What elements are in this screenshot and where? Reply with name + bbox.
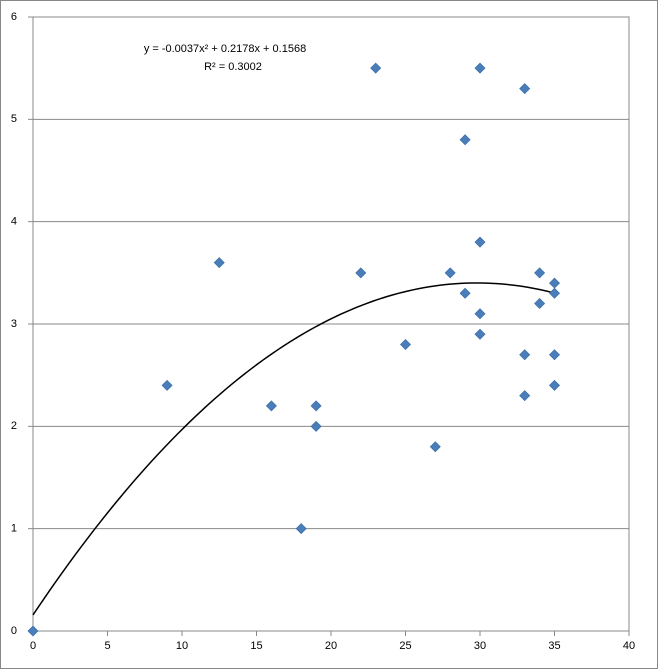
scatter-point — [310, 400, 322, 412]
scatter-point — [474, 308, 486, 320]
y-tick-label: 0 — [11, 625, 17, 637]
scatter-point — [400, 338, 411, 350]
scatter-point — [474, 62, 486, 74]
scatter-point — [355, 267, 367, 279]
y-tick-label: 6 — [11, 11, 17, 23]
scatter-point — [519, 390, 531, 402]
scatter-point — [213, 257, 225, 269]
scatter-point — [519, 349, 531, 361]
x-tick-label: 40 — [623, 640, 635, 652]
scatter-point — [265, 400, 277, 412]
x-tick-label: 10 — [176, 640, 188, 652]
scatter-point — [459, 287, 471, 299]
y-tick-label: 4 — [11, 216, 17, 228]
scatter-point — [549, 287, 560, 299]
y-tick-label: 5 — [11, 113, 17, 125]
scatter-point — [534, 267, 546, 279]
x-tick-label: 5 — [104, 640, 110, 652]
x-tick-label: 20 — [325, 640, 337, 652]
y-tick-label: 1 — [11, 523, 17, 535]
y-tick-label: 2 — [11, 420, 17, 432]
x-tick-label: 25 — [399, 640, 411, 652]
trendline — [32, 282, 555, 616]
scatter-point — [370, 62, 382, 74]
trendline-equation: y = -0.0037x² + 0.2178x + 0.1568 — [144, 43, 306, 55]
scatter-point — [474, 236, 486, 248]
scatter-point — [444, 267, 456, 279]
x-tick-label: 35 — [548, 640, 560, 652]
x-tick-label: 0 — [30, 640, 36, 652]
scatter-point — [549, 349, 560, 361]
scatter-point — [474, 328, 486, 340]
y-tick-label: 3 — [11, 318, 17, 330]
scatter-point — [459, 134, 471, 146]
scatter-point — [534, 298, 546, 310]
scatter-point — [310, 420, 322, 432]
scatter-point — [27, 625, 39, 637]
scatter-point — [161, 379, 173, 391]
scatter-point — [519, 83, 531, 95]
x-tick-label: 30 — [474, 640, 486, 652]
scatter-point — [295, 523, 307, 535]
r-squared: R² = 0.3002 — [204, 61, 262, 73]
x-tick-label: 15 — [250, 640, 262, 652]
scatter-point — [429, 441, 441, 453]
scatter-point — [549, 379, 560, 391]
